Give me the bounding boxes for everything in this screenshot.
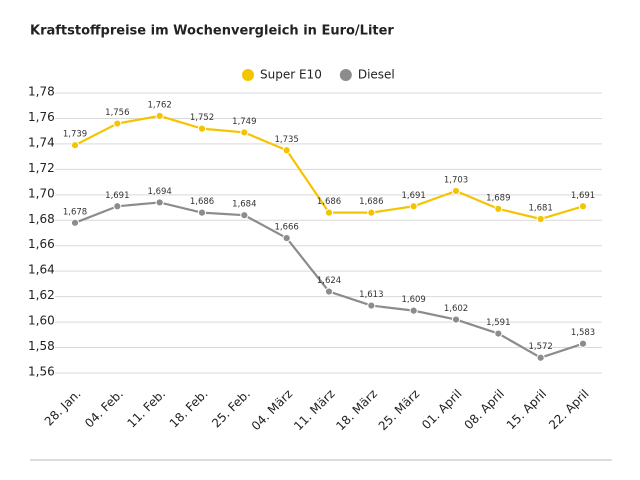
data-label: 1,624: [317, 276, 341, 286]
y-tick-label: 1,66: [28, 237, 55, 251]
y-tick-label: 1,70: [28, 186, 55, 200]
chart-title: Kraftstoffpreise im Wochenvergleich in E…: [30, 24, 394, 39]
y-tick-label: 1,56: [28, 365, 55, 379]
data-point: [240, 128, 249, 137]
legend-label: Diesel: [358, 68, 395, 82]
data-label: 1,749: [232, 117, 256, 127]
data-point: [494, 204, 503, 213]
y-tick-label: 1,72: [28, 161, 55, 175]
data-label: 1,686: [359, 197, 383, 207]
y-tick-label: 1,74: [28, 135, 55, 149]
legend-marker: [242, 69, 254, 81]
data-point: [578, 202, 588, 211]
data-point: [70, 218, 80, 227]
x-tick-label: 18. März: [333, 387, 380, 434]
data-point: [536, 214, 545, 224]
data-label: 1,762: [147, 100, 171, 110]
data-point: [367, 208, 376, 217]
data-label: 1,686: [317, 197, 341, 207]
data-point: [113, 202, 122, 211]
data-point: [155, 198, 164, 207]
data-point: [451, 186, 461, 196]
x-tick-label: 11. März: [291, 387, 338, 434]
x-tick-label: 25. Feb.: [209, 387, 253, 431]
x-tick-label: 11. Feb.: [124, 387, 168, 431]
data-label: 1,686: [190, 197, 214, 207]
data-point: [197, 208, 207, 217]
x-tick-label: 18. Feb.: [167, 387, 211, 431]
data-point: [324, 208, 334, 217]
data-label: 1,756: [105, 108, 129, 118]
data-label: 1,613: [359, 290, 383, 300]
data-label: 1,689: [486, 193, 510, 203]
x-tick-label: 04. März: [249, 387, 296, 434]
y-tick-label: 1,76: [28, 110, 55, 124]
x-tick-label: 01. April: [419, 387, 464, 432]
data-point: [70, 141, 80, 150]
legend-label: Super E10: [260, 68, 322, 82]
x-tick-label: 08. April: [461, 387, 506, 432]
data-label: 1,591: [486, 318, 510, 328]
data-label: 1,691: [571, 191, 595, 201]
data-point: [240, 211, 249, 220]
data-label: 1,572: [528, 342, 552, 352]
data-point: [536, 353, 545, 362]
y-tick-label: 1,62: [28, 288, 55, 302]
data-label: 1,684: [232, 200, 256, 210]
data-label: 1,752: [190, 113, 214, 123]
y-tick-label: 1,78: [28, 85, 55, 99]
data-point: [324, 287, 334, 296]
y-tick-label: 1,60: [28, 314, 55, 328]
data-label: 1,694: [147, 187, 171, 197]
data-point: [155, 111, 164, 121]
data-label: 1,735: [274, 135, 298, 145]
data-point: [282, 146, 291, 155]
y-tick-label: 1,64: [28, 263, 55, 277]
x-tick-label: 28. Jan.: [42, 387, 84, 429]
data-label: 1,666: [274, 223, 298, 233]
data-point: [409, 202, 418, 211]
data-point: [197, 124, 207, 133]
data-label: 1,583: [571, 328, 595, 338]
x-tick-label: 15. April: [504, 387, 549, 432]
y-tick-label: 1,58: [28, 339, 55, 353]
data-label: 1,739: [63, 130, 87, 140]
data-point: [282, 233, 291, 243]
y-tick-label: 1,68: [28, 212, 55, 226]
data-label: 1,681: [528, 204, 552, 214]
x-tick-label: 04. Feb.: [82, 387, 126, 431]
x-tick-label: 22. April: [546, 387, 591, 432]
data-point: [578, 339, 588, 348]
legend-marker: [339, 69, 352, 81]
x-tick-label: 25. März: [376, 387, 423, 434]
data-point: [494, 329, 503, 338]
data-point: [113, 119, 122, 128]
data-point: [367, 301, 376, 310]
data-point: [409, 306, 418, 315]
data-label: 1,602: [444, 304, 468, 314]
data-label: 1,678: [63, 207, 87, 217]
data-label: 1,609: [401, 295, 425, 305]
data-label: 1,691: [401, 191, 425, 201]
data-point: [451, 315, 461, 324]
data-label: 1,691: [105, 191, 129, 201]
data-label: 1,703: [444, 176, 468, 186]
